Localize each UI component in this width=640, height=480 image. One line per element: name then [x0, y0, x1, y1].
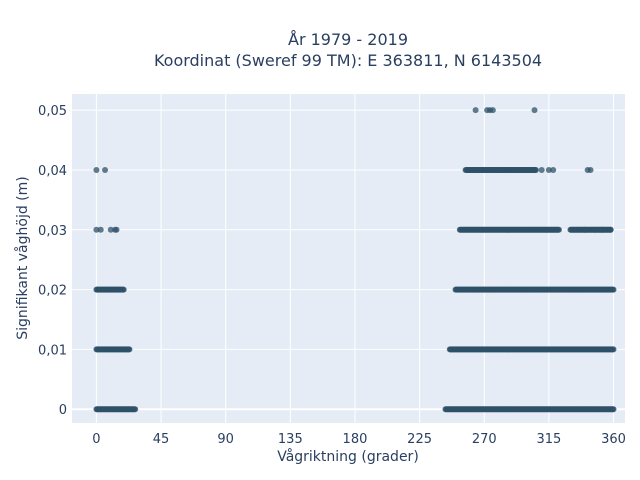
x-tick-label: 360: [601, 432, 626, 447]
data-point: [93, 166, 100, 173]
data-point: [102, 166, 109, 173]
data-point: [587, 166, 594, 173]
data-points: [93, 107, 617, 413]
data-point: [93, 226, 100, 233]
data-point: [555, 226, 562, 233]
x-tick-label: 90: [217, 432, 234, 447]
chart-title-line2: Koordinat (Sweref 99 TM): E 363811, N 61…: [154, 51, 542, 70]
x-tick-label: 180: [343, 432, 368, 447]
x-tick-label: 270: [472, 432, 497, 447]
y-tick-label: 0,05: [38, 104, 67, 119]
data-point: [107, 226, 114, 233]
data-point: [120, 286, 127, 293]
y-axis-label: Signifikant våghöjd (m): [14, 176, 31, 339]
data-point: [610, 286, 617, 293]
x-tick-label: 135: [278, 432, 303, 447]
y-tick-label: 0,01: [38, 343, 67, 358]
x-tick-label: 225: [407, 432, 432, 447]
data-point: [132, 406, 139, 413]
y-tick-labels: 0 0,01 0,02 0,03 0,04 0,05: [38, 104, 67, 418]
y-tick-label: 0,04: [38, 164, 67, 179]
data-point: [610, 346, 617, 353]
data-point: [581, 226, 588, 233]
data-point: [489, 107, 496, 114]
x-tick-labels: 0 45 90 135 180 225 270 315 360: [92, 432, 626, 447]
data-point: [472, 107, 479, 114]
data-point: [591, 226, 598, 233]
x-tick-label: 315: [536, 432, 561, 447]
y-tick-label: 0,02: [38, 284, 67, 299]
x-tick-label: 0: [92, 432, 100, 447]
data-point: [545, 166, 552, 173]
data-point: [531, 107, 538, 114]
y-tick-label: 0: [59, 403, 67, 418]
data-point: [550, 166, 557, 173]
x-tick-label: 45: [153, 432, 170, 447]
data-point: [126, 346, 133, 353]
data-point: [113, 226, 120, 233]
data-point: [599, 226, 606, 233]
data-point: [532, 166, 539, 173]
data-point: [97, 226, 104, 233]
y-tick-label: 0,03: [38, 224, 67, 239]
data-point: [610, 406, 617, 413]
plot-background: [72, 94, 625, 423]
data-point: [607, 226, 614, 233]
chart-title-line1: År 1979 - 2019: [288, 30, 408, 49]
x-axis-label: Vågriktning (grader): [277, 448, 419, 465]
data-point: [538, 166, 545, 173]
